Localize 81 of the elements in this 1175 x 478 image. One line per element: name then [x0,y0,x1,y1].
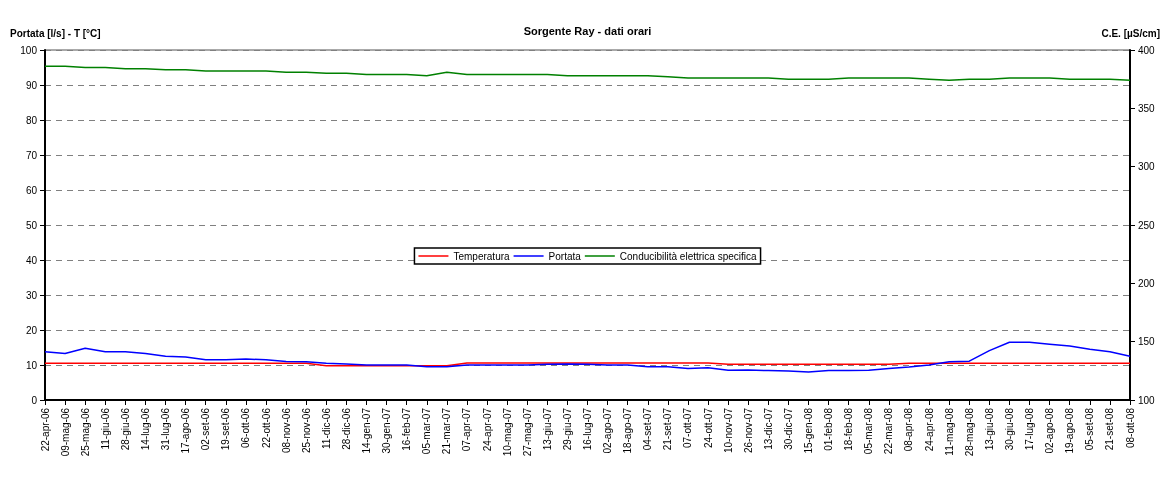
x-tick-label: 07-ott-07 [682,407,694,449]
y-tick-label: 90 [25,79,38,91]
x-tick-label: 14-gen-07 [360,407,372,454]
y2-tick-label: 250 [1138,219,1156,231]
y-tick-label: 60 [25,184,38,196]
y-tick-label: 20 [25,324,38,336]
legend-label: Temperatura [453,250,511,262]
x-tick-label: 08-apr-08 [903,407,915,452]
x-tick-label: 22-ott-06 [260,407,272,449]
x-tick-label: 16-lug-07 [582,407,593,451]
x-tick-label: 30-gen-07 [381,407,393,454]
y-tick-label: 30 [25,289,38,301]
x-tick-label: 02-ago-08 [1044,407,1056,454]
x-tick-label: 01-feb-08 [823,407,835,451]
x-tick-label: 30-dic-07 [782,407,794,450]
y-tick-label: 50 [25,219,38,231]
y-axis-title: Portata [l/s] - T [°C] [10,27,101,39]
y2-tick-label: 100 [1138,394,1156,406]
y2-tick-label: 150 [1138,336,1156,348]
x-tick-label: 05-mar-08 [863,407,875,455]
y-tick-label: 40 [25,254,38,266]
x-tick-label: 25-mag-06 [79,407,91,457]
x-tick-label: 09-mag-06 [59,407,71,457]
x-tick-label: 18-feb-08 [843,407,855,451]
x-tick-label: 21-mar-07 [441,407,453,455]
x-tick-label: 11-dic-06 [320,407,332,449]
x-tick-label: 02-ago-07 [602,407,614,454]
legend-label: Conducibilità elettrica specifica [619,250,757,262]
x-tick-label: 06-ott-06 [240,407,252,449]
x-tick-label: 17-lug-08 [1024,407,1036,451]
x-tick-label: 17-ago-06 [180,407,192,454]
x-tick-label: 24-apr-08 [923,407,935,452]
x-tick-label: 14-lug-06 [139,407,151,451]
x-tick-label: 19-set-06 [220,407,232,451]
x-tick-label: 13-giu-08 [983,407,995,451]
x-tick-label: 24-ott-07 [702,407,714,449]
y2-tick-label: 200 [1138,277,1156,289]
x-tick-label: 08-nov-06 [280,407,292,454]
x-tick-label: 05-set-08 [1084,407,1096,451]
x-tick-label: 24-apr-07 [481,407,493,452]
x-tick-label: 22-apr-06 [39,407,51,452]
x-tick-label: 21-set-07 [662,407,674,451]
y-tick-label: 0 [31,394,38,406]
x-tick-label: 07-apr-07 [461,407,473,452]
x-tick-label: 29-giu-07 [561,407,573,451]
y2-tick-label: 400 [1138,44,1156,56]
x-tick-label: 16-feb-07 [401,407,413,451]
x-tick-label: 13-giu-07 [541,407,553,451]
x-tick-label: 30-giu-08 [1003,407,1015,451]
line-series [44,65,1131,82]
x-tick-label: 22-mar-08 [883,407,895,455]
x-tick-label: 27-mag-07 [521,407,533,457]
x-tick-label: 13-dic-07 [762,407,774,450]
x-tick-label: 11-mag-08 [943,407,955,456]
x-tick-label: 10-mag-07 [501,407,513,457]
y2-tick-label: 350 [1138,102,1156,114]
y-tick-label: 70 [25,149,38,161]
y-tick-label: 100 [20,44,38,56]
legend-label: Portata [548,250,582,262]
x-tick-label: 28-mag-08 [963,407,975,457]
line-series [44,341,1131,373]
y-tick-label: 10 [25,359,38,371]
x-tick-label: 08-ott-08 [1124,407,1136,449]
x-tick-label: 18-ago-07 [622,407,634,454]
x-tick-label: 04-set-07 [642,407,654,451]
x-tick-label: 26-nov-07 [742,407,754,454]
y2-tick-label: 300 [1138,161,1156,173]
y-tick-label: 80 [25,114,38,126]
y2-axis-title: C.E. [µS/cm] [1101,27,1160,39]
x-tick-label: 19-ago-08 [1064,407,1076,454]
x-tick-label: 31-lug-06 [160,407,172,451]
x-tick-label: 25-nov-06 [300,407,312,454]
x-tick-label: 10-nov-07 [722,407,734,454]
chart-title: Sorgente Ray - dati orari [523,24,652,37]
x-tick-label: 11-giu-06 [99,407,111,450]
x-tick-label: 28-dic-06 [340,407,352,450]
x-tick-label: 28-giu-06 [119,407,131,451]
x-tick-label: 21-set-08 [1104,407,1116,451]
x-tick-label: 05-mar-07 [421,407,433,455]
x-tick-label: 02-set-06 [200,407,212,451]
x-tick-label: 15-gen-08 [803,407,815,454]
